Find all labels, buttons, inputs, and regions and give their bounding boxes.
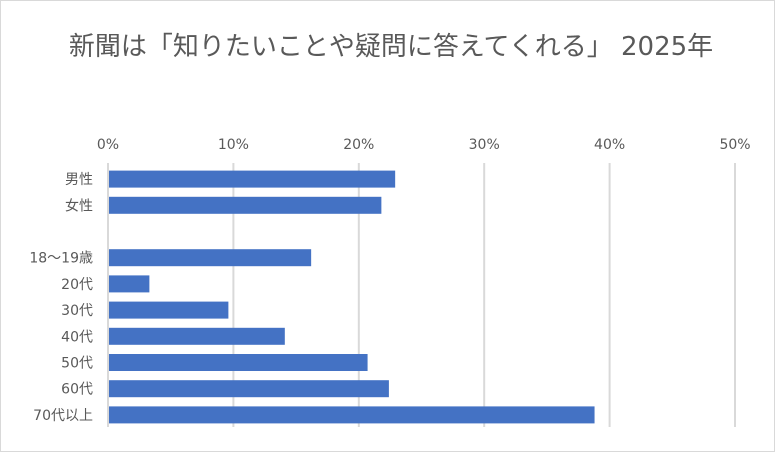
chart-title: 新聞は「知りたいことや疑問に答えてくれる」 2025年 bbox=[68, 32, 714, 62]
x-tick-label: 20% bbox=[343, 137, 374, 153]
bar-女性 bbox=[109, 196, 382, 214]
category-label: 60代 bbox=[61, 382, 93, 398]
bar-40代 bbox=[109, 327, 285, 345]
bar-50代 bbox=[109, 354, 368, 371]
x-tick-label: 0% bbox=[97, 137, 119, 153]
category-label: 20代 bbox=[61, 277, 93, 293]
category-label: 70代以上 bbox=[33, 408, 93, 424]
category-label: 40代 bbox=[61, 329, 93, 345]
bar-70代以上 bbox=[109, 406, 595, 424]
x-tick-label: 30% bbox=[469, 137, 500, 153]
bar-18〜19歳 bbox=[109, 249, 312, 267]
x-tick-label: 50% bbox=[719, 137, 750, 153]
x-tick-label: 40% bbox=[594, 137, 625, 153]
category-label: 30代 bbox=[61, 303, 93, 319]
bar-60代 bbox=[109, 380, 389, 398]
x-tick-label: 10% bbox=[218, 137, 249, 153]
bar-男性 bbox=[109, 170, 396, 188]
bar-30代 bbox=[109, 301, 229, 319]
category-label: 男性 bbox=[65, 172, 93, 188]
bar-20代 bbox=[109, 275, 150, 293]
category-label: 50代 bbox=[61, 356, 93, 372]
category-label: 女性 bbox=[65, 197, 93, 214]
category-label: 18〜19歳 bbox=[29, 251, 93, 267]
